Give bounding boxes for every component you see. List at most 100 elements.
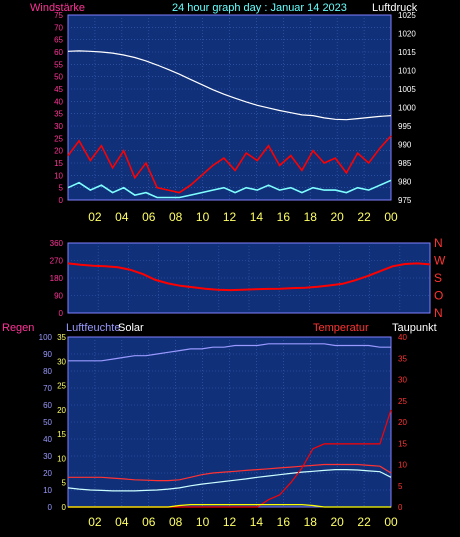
compass-tick-label: N — [434, 236, 443, 250]
left-tick-label: 10 — [54, 171, 63, 180]
compass-tick-label: N — [434, 306, 443, 320]
compass-tick-label: W — [434, 254, 446, 268]
left-tick-label: 180 — [50, 274, 64, 283]
right-tick-label: 990 — [398, 141, 412, 150]
x-tick-label: 22 — [357, 515, 371, 529]
series-line — [68, 504, 391, 508]
series-line — [67, 135, 392, 194]
right-tick-label: 1020 — [398, 30, 416, 39]
left-tick-label: 20 — [54, 147, 63, 156]
temperature-tick-label: 10 — [398, 461, 407, 470]
x-tick-label: 22 — [357, 210, 371, 224]
left-tick-label: 70 — [54, 23, 63, 32]
temperature-tick-label: 15 — [398, 439, 407, 448]
right-tick-label: 1025 — [398, 11, 416, 20]
humidity-tick-label: 0 — [48, 503, 53, 512]
humidity-tick-label: 100 — [39, 333, 53, 342]
right-tick-label: 985 — [398, 159, 412, 168]
left-tick-label: 55 — [54, 60, 63, 69]
humidity-tick-label: 70 — [43, 384, 52, 393]
x-tick-label: 20 — [330, 515, 344, 529]
left-tick-label: 0 — [59, 196, 64, 205]
humidity-tick-label: 30 — [43, 452, 52, 461]
left-tick-label: 90 — [54, 292, 63, 301]
x-tick-label: 14 — [250, 515, 264, 529]
x-tick-label: 16 — [277, 515, 291, 529]
temperature-tick-label: 0 — [398, 503, 403, 512]
right-tick-label: 1015 — [398, 48, 416, 57]
solar-label: Solar — [118, 322, 144, 334]
series-line — [67, 262, 431, 292]
rain-solar-tick-label: 35 — [57, 333, 66, 342]
humidity-temperature-chart: 0 10 20 30 40 50 60 70 80 90 100 0 5 10 15 20 25 30 35 0 5… — [2, 322, 437, 529]
compass-tick-label: O — [434, 289, 443, 303]
x-tick-label: 00 — [384, 515, 398, 529]
x-tick-label: 12 — [223, 210, 237, 224]
left-tick-label: 0 — [59, 309, 64, 318]
x-tick-label: 06 — [142, 210, 156, 224]
x-tick-label: 14 — [250, 210, 264, 224]
temperature-tick-label: 25 — [398, 397, 407, 406]
x-tick-label: 12 — [223, 515, 237, 529]
left-tick-label: 40 — [54, 97, 63, 106]
x-tick-label: 04 — [115, 515, 129, 529]
rain-solar-tick-label: 25 — [57, 382, 66, 391]
compass-tick-label: S — [434, 271, 442, 285]
series-line — [67, 179, 392, 199]
series-line — [67, 469, 392, 492]
temperature-tick-label: 5 — [398, 482, 403, 491]
x-tick-label: 08 — [169, 210, 183, 224]
left-tick-label: 45 — [54, 85, 63, 94]
left-tick-label: 30 — [54, 122, 63, 131]
x-tick-label: 06 — [142, 515, 156, 529]
humidity-tick-label: 20 — [43, 469, 52, 478]
left-tick-label: 25 — [54, 134, 63, 143]
temperature-tick-label: 40 — [398, 333, 407, 342]
x-tick-label: 18 — [304, 210, 318, 224]
right-tick-label: 1010 — [398, 67, 416, 76]
rain-solar-tick-label: 10 — [57, 454, 66, 463]
humidity-tick-label: 40 — [43, 435, 52, 444]
x-tick-label: 16 — [277, 210, 291, 224]
left-tick-label: 65 — [54, 36, 63, 45]
left-tick-label: 15 — [54, 159, 63, 168]
right-tick-label: 1005 — [398, 85, 416, 94]
humidity-tick-label: 50 — [43, 418, 52, 427]
x-tick-label: 10 — [196, 210, 210, 224]
rain-solar-tick-label: 15 — [57, 430, 66, 439]
regen-label: Regen — [2, 322, 34, 334]
x-tick-label: 10 — [196, 515, 210, 529]
series-line — [67, 50, 392, 121]
x-tick-label: 02 — [88, 210, 102, 224]
left-tick-label: 50 — [54, 73, 63, 82]
right-tick-label: 995 — [398, 122, 412, 131]
x-tick-label: 18 — [304, 515, 318, 529]
x-tick-label: 04 — [115, 210, 129, 224]
left-tick-label: 35 — [54, 110, 63, 119]
humidity-tick-label: 10 — [43, 486, 52, 495]
humidity-tick-label: 90 — [43, 350, 52, 359]
temperature-tick-label: 35 — [398, 354, 407, 363]
right-tick-label: 980 — [398, 178, 412, 187]
left-tick-label: 75 — [54, 11, 63, 20]
series-line — [68, 343, 391, 362]
rain-solar-tick-label: 5 — [62, 479, 67, 488]
rain-solar-tick-label: 0 — [62, 503, 67, 512]
series-line — [68, 463, 392, 482]
x-tick-label: 02 — [88, 515, 102, 529]
temperature-tick-label: 30 — [398, 376, 407, 385]
left-tick-label: 360 — [50, 239, 64, 248]
taupunkt-label: Taupunkt — [392, 322, 437, 334]
humidity-tick-label: 80 — [43, 367, 52, 376]
humidity-tick-label: 60 — [43, 401, 52, 410]
left-tick-label: 5 — [59, 184, 64, 193]
x-tick-label: 20 — [330, 210, 344, 224]
x-tick-label: 00 — [384, 210, 398, 224]
right-tick-label: 1000 — [398, 104, 416, 113]
left-tick-label: 270 — [50, 257, 64, 266]
chart-title: 24 hour graph day : Januar 14 2023 — [172, 2, 347, 14]
rain-solar-tick-label: 30 — [57, 357, 66, 366]
temperature-tick-label: 20 — [398, 418, 407, 427]
